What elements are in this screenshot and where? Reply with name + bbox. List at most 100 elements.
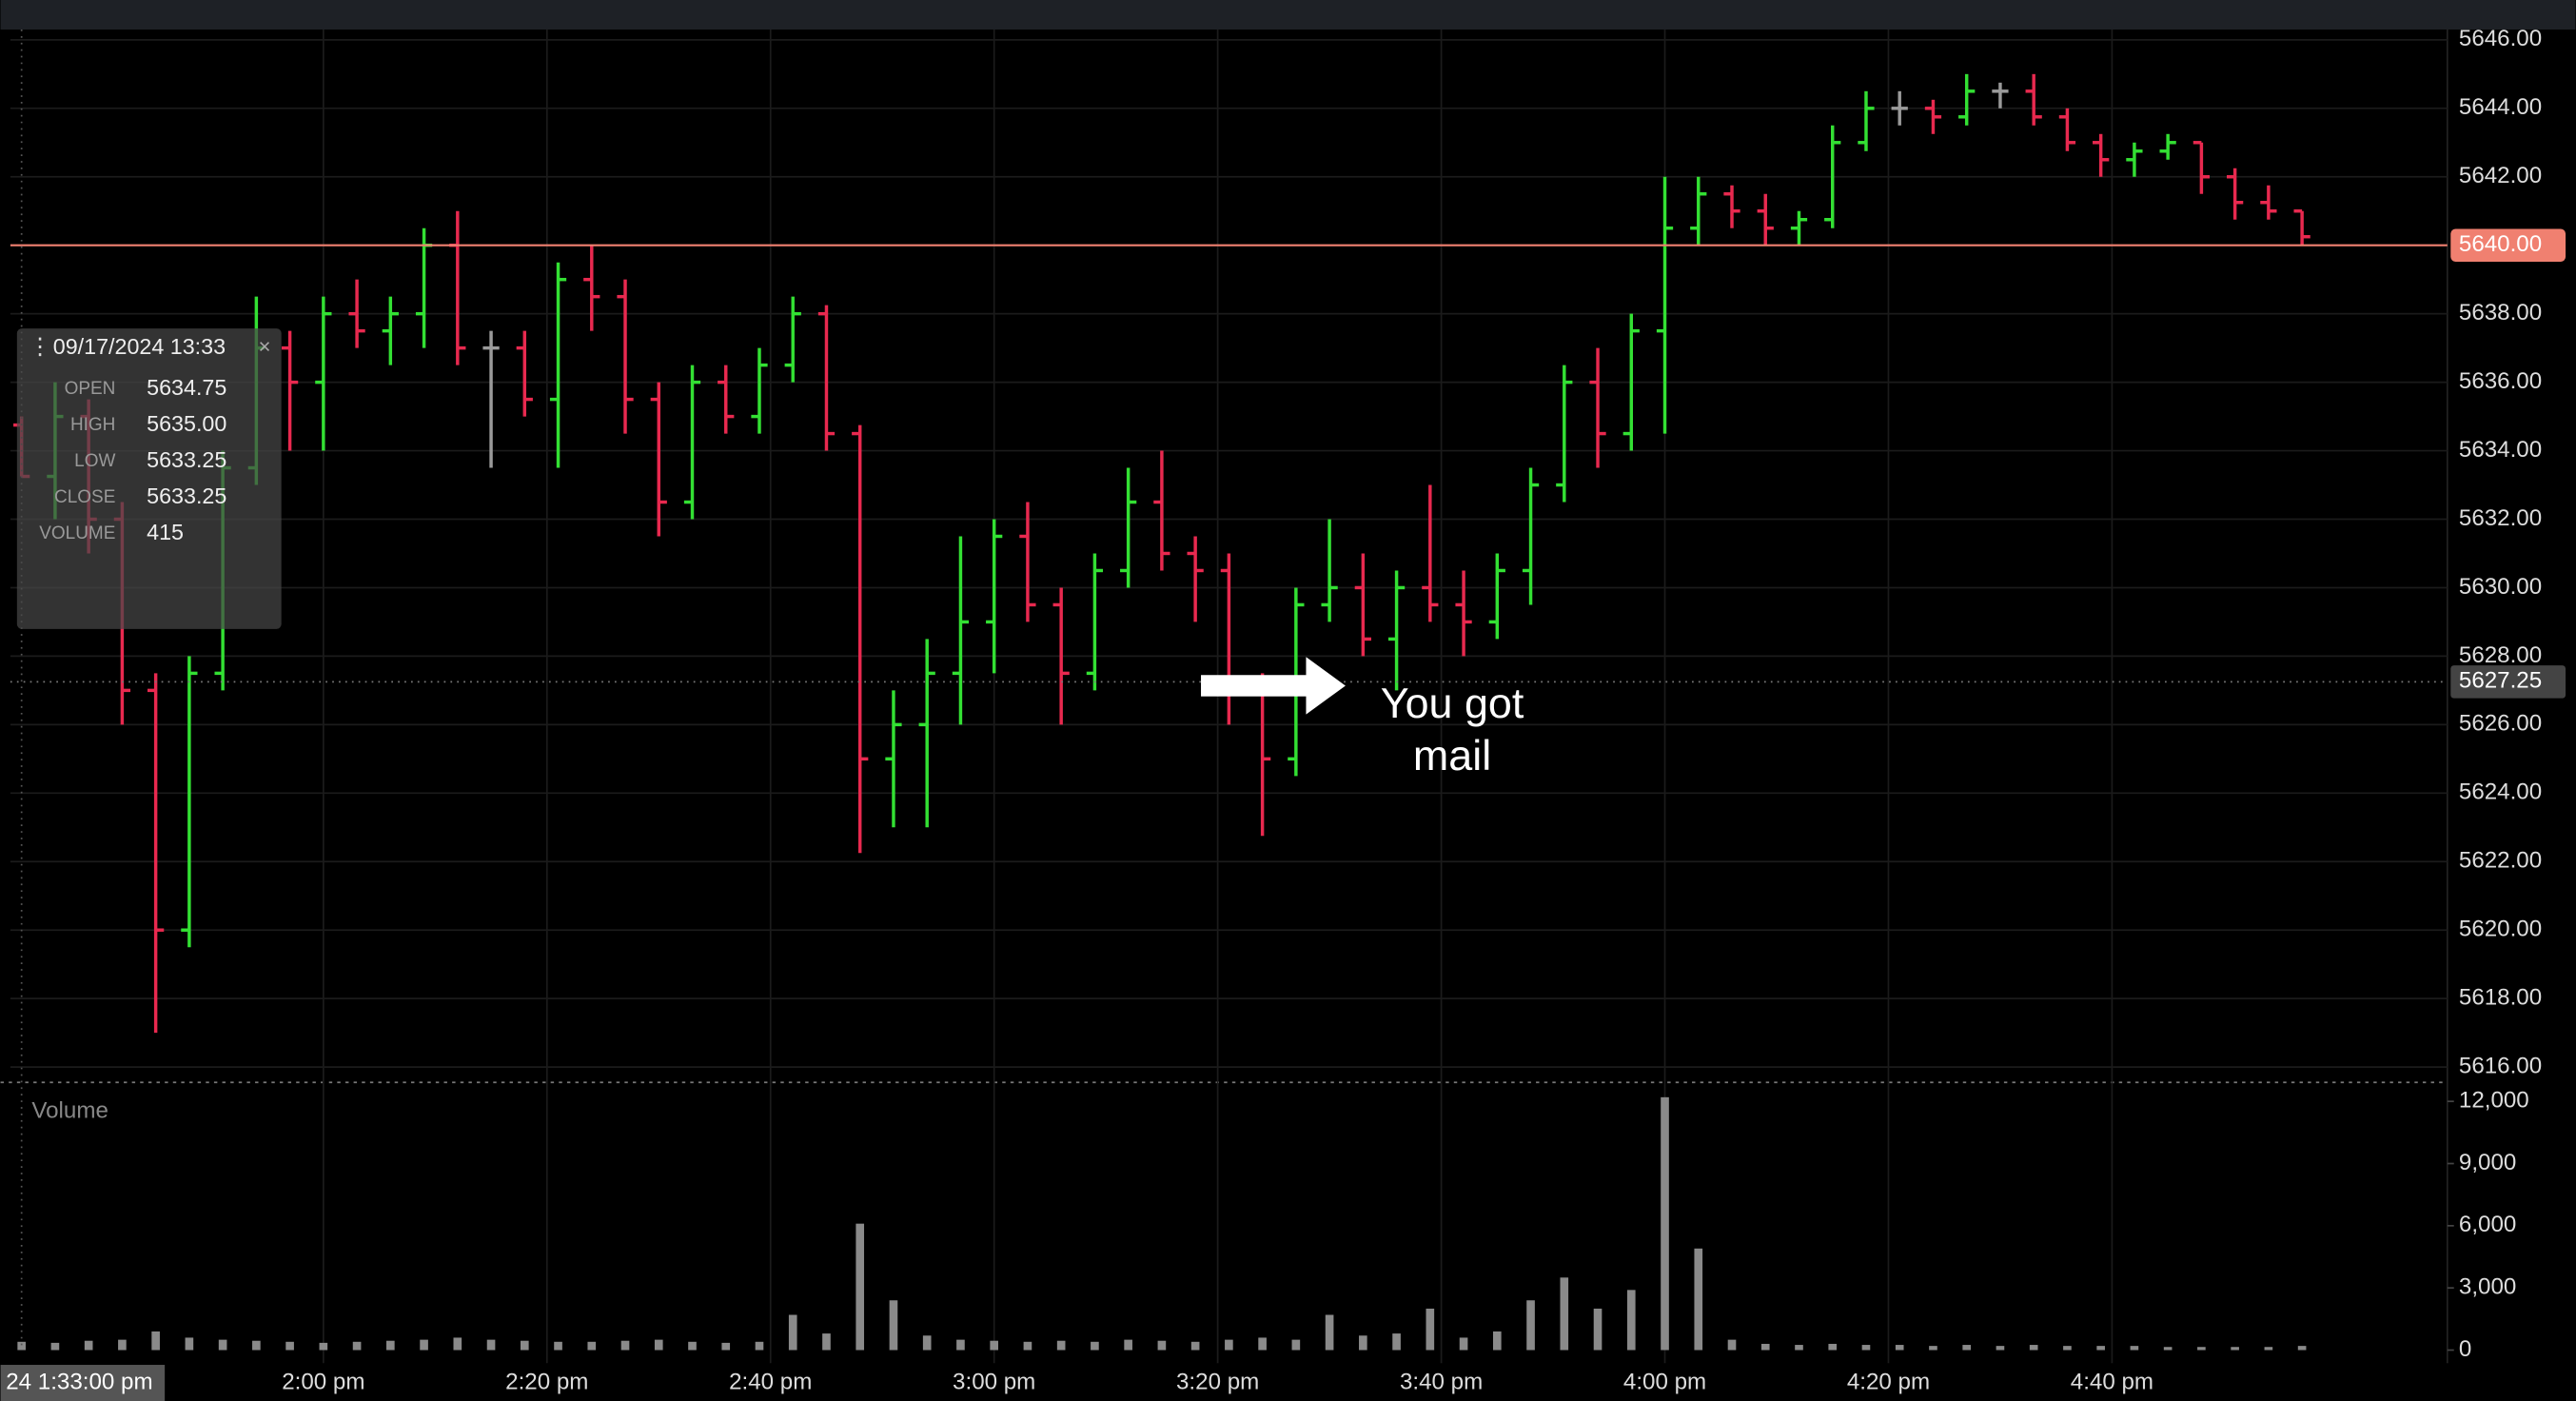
overlays: 5640.00 5627.25 24 1:33:00 pm xyxy=(0,30,2566,1401)
volume-bar xyxy=(889,1300,898,1351)
tooltip: ⋮ × 09/17/2024 13:33 OPEN 5634.75 HIGH 5635… xyxy=(16,328,282,629)
volume-label: Volume xyxy=(31,1098,108,1124)
volume-bar xyxy=(1861,1345,1871,1351)
volume-bar xyxy=(486,1339,496,1351)
tooltip-value: 415 xyxy=(147,520,184,544)
volume-bar xyxy=(721,1342,731,1351)
volume-bar xyxy=(956,1339,965,1351)
tooltip-close[interactable]: × xyxy=(259,335,271,359)
volume-bar xyxy=(2130,1346,2139,1351)
volume-bar xyxy=(2163,1347,2173,1351)
volume-bar xyxy=(1359,1335,1367,1351)
tooltip-value: 5633.25 xyxy=(147,447,226,472)
volume-bar xyxy=(1828,1343,1838,1351)
y-tick-label: 5638.00 xyxy=(2459,300,2542,326)
volume-bar xyxy=(1023,1341,1032,1351)
volume-bar xyxy=(1190,1341,1200,1351)
tooltip-value: 5634.75 xyxy=(147,375,226,400)
y-tick-label: 5626.00 xyxy=(2459,711,2542,737)
volume-bar xyxy=(587,1341,597,1351)
volume-bar xyxy=(1459,1337,1468,1351)
volume-bar xyxy=(17,1341,26,1351)
volume-bar xyxy=(386,1340,395,1351)
y-tick-label: 5634.00 xyxy=(2459,437,2542,463)
volume-bar xyxy=(990,1340,998,1351)
x-tick-label: 2:00 pm xyxy=(282,1369,364,1394)
volume-bar xyxy=(755,1341,764,1351)
volume-bar xyxy=(319,1342,328,1351)
tooltip-date: 09/17/2024 13:33 xyxy=(53,334,226,359)
y-tick-label: 5646.00 xyxy=(2459,26,2542,51)
volume-bar xyxy=(1996,1346,2005,1351)
volume-bar xyxy=(1056,1340,1066,1351)
volume-bar xyxy=(2264,1347,2273,1351)
volume-bars xyxy=(17,1096,2307,1351)
y-tick-label: 5642.00 xyxy=(2459,163,2542,188)
crosshair-time-label: 24 1:33:00 pm xyxy=(6,1369,152,1394)
volume-bar xyxy=(352,1341,362,1351)
volume-bar xyxy=(554,1341,562,1351)
crosshair-time-box xyxy=(0,1365,166,1401)
y2-tick-label: 9,000 xyxy=(2459,1150,2516,1175)
x-tick-label: 3:00 pm xyxy=(953,1369,1035,1394)
volume-bar xyxy=(252,1340,261,1351)
volume-bar xyxy=(1760,1343,1770,1351)
volume-bar xyxy=(1593,1308,1603,1351)
x-tick-label: 4:00 pm xyxy=(1623,1369,1706,1394)
volume-bar xyxy=(620,1340,630,1351)
volume-bar xyxy=(2096,1346,2105,1351)
y-tick-label: 5616.00 xyxy=(2459,1053,2542,1078)
tooltip-key: HIGH xyxy=(70,415,115,435)
volume-bar xyxy=(1795,1345,1803,1351)
volume-bar xyxy=(84,1340,93,1351)
y-tick-label: 5618.00 xyxy=(2459,985,2542,1011)
y-tick-label: 5630.00 xyxy=(2459,574,2542,600)
volume-bar xyxy=(2231,1347,2239,1351)
volume-bar xyxy=(285,1341,294,1351)
volume-bar xyxy=(2197,1347,2206,1351)
tooltip-value: 5635.00 xyxy=(147,411,226,436)
volume-bar xyxy=(185,1337,194,1351)
y2-tick-label: 0 xyxy=(2459,1336,2471,1362)
x-tick-label: 3:20 pm xyxy=(1176,1369,1259,1394)
volume-bar xyxy=(922,1335,932,1351)
volume-bar xyxy=(420,1339,428,1351)
tooltip-menu[interactable]: ⋮ xyxy=(29,334,51,360)
volume-bar xyxy=(1560,1277,1569,1351)
tooltip-key: VOLUME xyxy=(39,523,115,543)
volume-bar xyxy=(2029,1345,2038,1351)
y-tick-label: 5624.00 xyxy=(2459,779,2542,805)
y-tick-label: 5632.00 xyxy=(2459,505,2542,531)
y2-tick-label: 3,000 xyxy=(2459,1274,2516,1300)
tooltip-box xyxy=(16,328,282,629)
volume-bar xyxy=(1962,1345,1972,1351)
annotation-line: You got xyxy=(1381,679,1524,727)
arrow-shaft xyxy=(1201,675,1313,697)
volume-bar xyxy=(1291,1339,1301,1351)
y2-tick-label: 6,000 xyxy=(2459,1212,2516,1237)
tooltip-key: CLOSE xyxy=(54,487,115,507)
y-tick-label: 5620.00 xyxy=(2459,917,2542,942)
x-tick-label: 2:20 pm xyxy=(505,1369,588,1394)
volume-bar xyxy=(688,1341,697,1351)
volume-bar xyxy=(1325,1314,1334,1351)
tooltip-value: 5633.25 xyxy=(147,483,226,508)
volume-bar xyxy=(1157,1340,1167,1351)
volume-bar xyxy=(520,1340,529,1351)
volume-bar xyxy=(1091,1341,1099,1351)
y-tick-label: 5622.00 xyxy=(2459,848,2542,874)
volume-bar xyxy=(151,1331,160,1351)
volume-bar xyxy=(1694,1248,1703,1351)
x-tick-label: 4:40 pm xyxy=(2071,1369,2153,1394)
top-bar xyxy=(0,0,2576,30)
volume-bar xyxy=(1626,1290,1636,1351)
volume-bar xyxy=(50,1342,60,1351)
y-tick-label: 5636.00 xyxy=(2459,368,2542,394)
volume-bar xyxy=(1392,1333,1401,1351)
volume-bar xyxy=(2297,1346,2307,1351)
annotation-line: mail xyxy=(1413,731,1491,779)
volume-bar xyxy=(118,1339,127,1351)
